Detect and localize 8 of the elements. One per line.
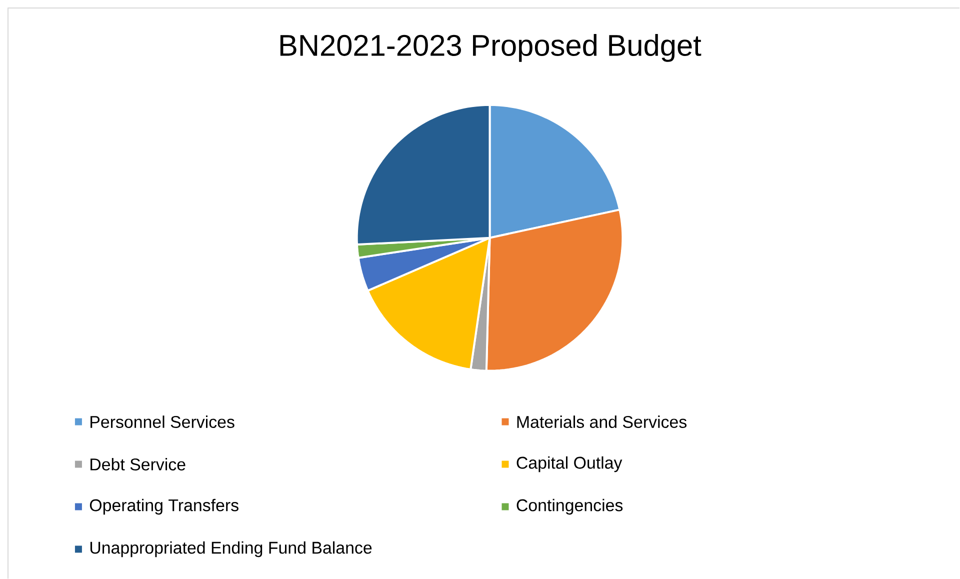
- legend-label: Unappropriated Ending Fund Balance: [90, 541, 372, 557]
- chart-title: BN2021-2023 Proposed Budget: [280, 34, 702, 62]
- legend-label: Debt Service: [90, 458, 186, 470]
- legend-label: Personnel Services: [90, 415, 234, 428]
- legend-label: Contingencies: [516, 498, 623, 515]
- legend-label: Capital Outlay: [516, 456, 622, 472]
- legend-label: Materials and Services: [517, 415, 687, 428]
- legend-label: Operating Transfers: [90, 498, 238, 515]
